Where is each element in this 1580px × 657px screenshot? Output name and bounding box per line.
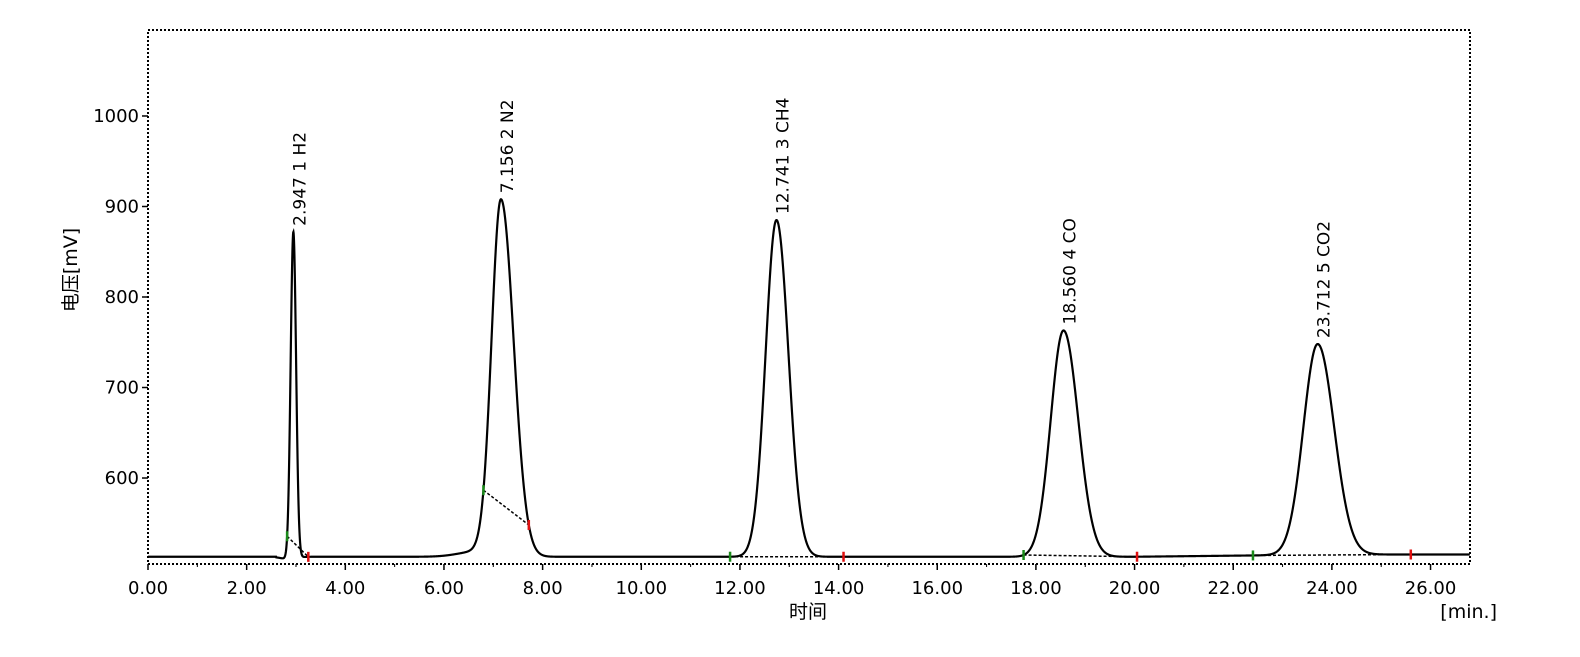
x-tick-label: 18.00 — [1010, 578, 1062, 599]
peak-baseline — [286, 535, 309, 558]
plot-border — [147, 29, 1471, 565]
y-tick-label: 700 — [105, 378, 139, 399]
peak-baseline — [1023, 554, 1138, 558]
peak-markers — [285, 485, 1413, 562]
x-tick-label: 12.00 — [714, 578, 766, 599]
x-tick-label: 22.00 — [1207, 578, 1259, 599]
peak-baselines — [286, 489, 1411, 558]
plot-frame — [147, 29, 1471, 565]
x-tick-label: 6.00 — [424, 578, 464, 599]
y-tick-label: 900 — [105, 196, 139, 217]
x-tick-label: 14.00 — [813, 578, 865, 599]
peak-baseline — [482, 489, 530, 526]
y-tick-label: 1000 — [93, 106, 139, 127]
x-tick-label: 20.00 — [1109, 578, 1161, 599]
y-tick-label: 800 — [105, 287, 139, 308]
x-tick-label: 10.00 — [616, 578, 668, 599]
x-tick-label: 0.00 — [128, 578, 168, 599]
x-tick-label: 26.00 — [1405, 578, 1457, 599]
y-tick-label: 600 — [105, 468, 139, 489]
y-axis: 600 700 800 900 1000 — [93, 106, 148, 489]
x-tick-label: 8.00 — [523, 578, 563, 599]
x-tick-label: 2.00 — [227, 578, 267, 599]
x-tick-label: 24.00 — [1306, 578, 1358, 599]
peak-label: 12.741 3 CH4 — [773, 97, 793, 214]
chromatogram-trace — [148, 198, 1470, 560]
peak-label: 2.947 1 H2 — [290, 132, 310, 226]
x-axis-unit: [min.] — [1440, 601, 1497, 623]
peak-labels: 2.947 1 H2 7.156 2 N2 12.741 3 CH4 18.560 4… — [290, 97, 1334, 338]
x-axis-title: 时间 — [789, 601, 827, 623]
peak-baseline — [1252, 553, 1411, 557]
x-tick-label: 16.00 — [911, 578, 963, 599]
peak-label: 18.560 4 CO — [1061, 218, 1081, 324]
peak-label: 7.156 2 N2 — [498, 99, 518, 193]
peak-label: 23.712 5 CO2 — [1315, 221, 1335, 338]
x-axis: 0.00 2.00 4.00 6.00 8.00 10.00 12.00 14.00 16.00… — [128, 564, 1456, 599]
y-axis-title: 电压[mV] — [60, 228, 82, 312]
x-tick-label: 4.00 — [325, 578, 365, 599]
